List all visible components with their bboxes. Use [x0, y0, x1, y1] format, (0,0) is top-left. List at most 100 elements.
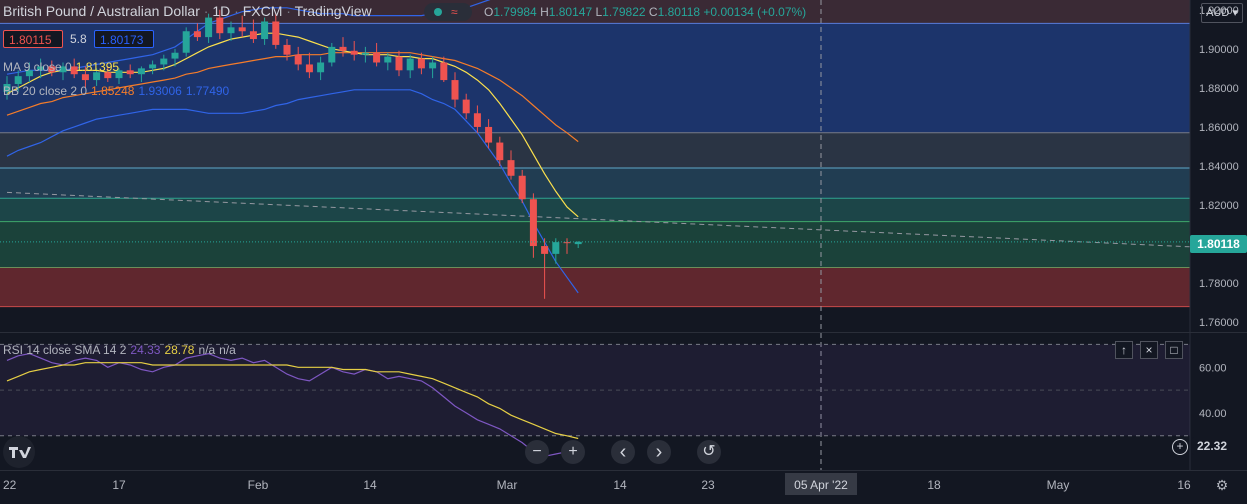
fib-zone [0, 198, 1190, 222]
candle-body [574, 241, 582, 245]
candle-body [485, 126, 493, 143]
move-pane-up-button[interactable]: ↑ [1115, 341, 1133, 359]
rsi-sma-line [6, 362, 579, 440]
candle-body [81, 74, 89, 81]
zoom-in-button[interactable]: + [561, 440, 585, 464]
price-tick-label: 1.76000 [1199, 317, 1239, 329]
candle-body [373, 52, 381, 63]
candle-body [104, 72, 112, 79]
spread-value: 5.8 [70, 32, 87, 46]
time-tick-label: 23 [701, 478, 715, 492]
bb-basis-line [6, 52, 579, 143]
currency-selector[interactable]: AUD ▾ [1201, 3, 1243, 23]
candle-body [305, 64, 313, 73]
time-tick-label: 14 [613, 478, 627, 492]
rsi-legend[interactable]: RSI 14 close SMA 14 2 24.33 28.78 n/a n/a [3, 343, 236, 357]
tradingview-logo-icon[interactable] [3, 436, 35, 468]
reset-chart-button[interactable]: ↺ [697, 440, 721, 464]
price-tick-label: 1.90000 [1199, 44, 1239, 56]
candle-body [350, 50, 358, 55]
candle-body [227, 27, 235, 34]
candle-body [193, 31, 201, 38]
candle-body [328, 46, 336, 63]
candle-body [59, 66, 67, 73]
bb-lower-line [6, 89, 579, 294]
close-pane-button[interactable]: × [1140, 341, 1158, 359]
candle-body [552, 242, 560, 254]
candle-body [384, 56, 392, 63]
rsi-line [6, 352, 579, 457]
price-tick-label: 1.84000 [1199, 161, 1239, 173]
fib-zone [0, 132, 1190, 168]
candle-body [137, 68, 145, 75]
candle-body [171, 52, 179, 59]
exchange-label: FXCM [242, 3, 283, 19]
fib-zone [0, 221, 1190, 268]
scroll-left-button[interactable]: ‹ [611, 440, 635, 464]
fib-zone-top [0, 0, 1190, 24]
candle-body [507, 160, 515, 176]
fib-zone [0, 23, 1190, 133]
candle-body [406, 58, 414, 71]
interval-label[interactable]: 1D [212, 3, 231, 19]
settings-gear-icon[interactable]: ⚙ [1215, 477, 1229, 493]
maximize-pane-button[interactable]: □ [1165, 341, 1183, 359]
price-tick-label: 1.88000 [1199, 83, 1239, 95]
scroll-right-button[interactable]: › [647, 440, 671, 464]
candle-body [261, 21, 269, 40]
ma9-line [6, 32, 579, 218]
candle-body [93, 72, 101, 81]
price-tick-label: 1.82000 [1199, 200, 1239, 212]
price-tick-label: 1.92000 [1199, 5, 1239, 17]
candle-body [339, 46, 347, 51]
candle-body [283, 44, 291, 55]
candle-body [417, 58, 425, 69]
price-tick-label: 1.78000 [1199, 278, 1239, 290]
candle-body [361, 52, 369, 55]
rsi-tick-label: 60.00 [1199, 362, 1227, 374]
candle-body [160, 58, 168, 65]
time-tick-label: 17 [112, 478, 126, 492]
candle-body [70, 66, 78, 75]
candle-body [205, 17, 213, 38]
crosshair-date-label: 05 Apr '22 [794, 478, 848, 492]
bb-upper-line [6, 0, 491, 75]
candle-body [115, 70, 123, 79]
time-tick-label: 14 [363, 478, 377, 492]
candle-body [182, 31, 190, 53]
sell-button[interactable]: 1.80115 [3, 30, 63, 48]
buy-button[interactable]: 1.80173 [94, 30, 154, 48]
time-tick-label: Feb [248, 478, 269, 492]
symbol-header: British Pound / Australian Dollar · 1D ·… [3, 3, 372, 19]
candle-body [462, 99, 470, 114]
source-label: TradingView [294, 3, 372, 19]
fib-zone [0, 267, 1190, 307]
candle-body [3, 83, 11, 92]
bb-legend[interactable]: BB 20 close 2 0 1.85248 1.93006 1.77490 [3, 84, 230, 98]
last-price-badge: 1.80118 [1190, 235, 1247, 253]
zoom-out-button[interactable]: − [525, 440, 549, 464]
candle-body [48, 66, 56, 73]
market-status-icon[interactable]: ≈ [424, 3, 472, 21]
candle-body [529, 199, 537, 247]
time-tick-label: 16 [1177, 478, 1191, 492]
add-alert-button[interactable]: + [1172, 439, 1188, 455]
candle-body [25, 70, 33, 77]
candle-body [395, 56, 403, 71]
candle-body [126, 70, 134, 75]
candle-body [149, 64, 157, 69]
candle-body [563, 242, 571, 244]
candle-body [429, 62, 437, 69]
crosshair-date-bg [785, 473, 857, 495]
symbol-title[interactable]: British Pound / Australian Dollar [3, 3, 200, 19]
candle-body [496, 142, 504, 161]
candle-body [249, 31, 257, 40]
candle-body [14, 76, 22, 84]
candle-body [440, 62, 448, 81]
candle-body [518, 175, 526, 200]
candle-body [541, 246, 549, 254]
rsi-tick-label: 40.00 [1199, 408, 1227, 420]
ma-legend[interactable]: MA 9 close 0 1.81395 [3, 60, 120, 74]
